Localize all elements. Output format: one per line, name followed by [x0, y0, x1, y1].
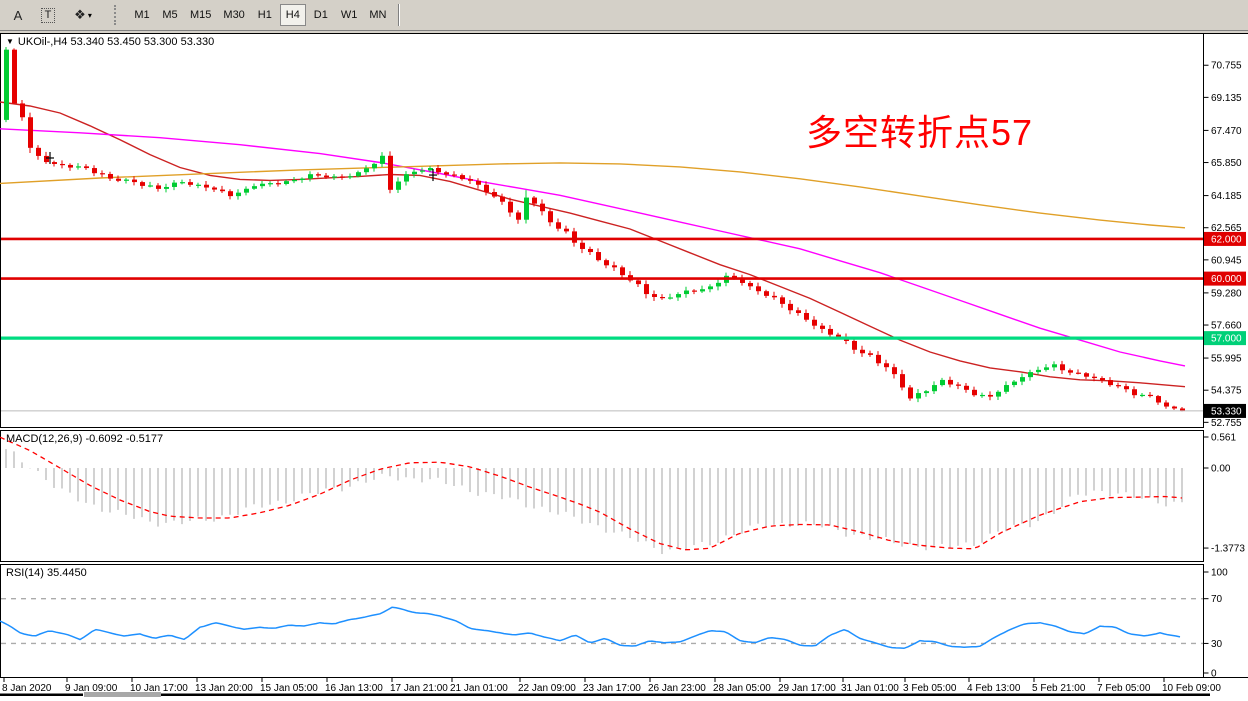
svg-text:57.000: 57.000: [1211, 334, 1242, 345]
annotation-text: 多空转折点57: [806, 112, 1034, 153]
timeframe-m30-button[interactable]: M30: [218, 4, 250, 26]
rsi-level-lines: [1, 597, 1203, 645]
svg-text:60.000: 60.000: [1211, 274, 1242, 285]
macd-axis: 0.561 0.00 -1.3773: [1203, 433, 1245, 555]
macd-indicator-label: MACD(12,26,9) -0.6092 -0.5177: [6, 433, 164, 445]
doji-cross-markers: [46, 151, 437, 182]
svg-text:59.280: 59.280: [1211, 288, 1242, 299]
text-label-tool-button[interactable]: T: [36, 4, 60, 26]
font-tool-button[interactable]: A: [6, 4, 30, 26]
ma-fast-red: [0, 101, 1186, 388]
macd-signal-line: [0, 436, 1183, 551]
timeframe-w1-button[interactable]: W1: [335, 4, 363, 26]
collapse-arrow-icon[interactable]: ▼: [6, 37, 14, 46]
svg-text:69.135: 69.135: [1211, 93, 1242, 104]
candlesticks: [4, 46, 1185, 412]
toolbar-separator: [398, 4, 401, 26]
timeframe-m15-button[interactable]: M15: [185, 4, 217, 26]
svg-text:-1.3773: -1.3773: [1211, 544, 1245, 555]
dropdown-caret-icon: ▾: [87, 10, 92, 20]
timeframe-mn-button[interactable]: MN: [364, 4, 392, 26]
svg-text:64.185: 64.185: [1211, 191, 1242, 202]
svg-text:17 Jan 21:00: 17 Jan 21:00: [390, 683, 448, 694]
svg-text:53.330: 53.330: [1211, 406, 1242, 417]
shapes-tool-button[interactable]: ❖ ▾: [66, 4, 100, 26]
svg-text:22 Jan 09:00: 22 Jan 09:00: [518, 683, 576, 694]
svg-text:28 Jan 05:00: 28 Jan 05:00: [713, 683, 771, 694]
rsi-indicator-label: RSI(14) 35.4450: [6, 567, 87, 579]
macd-pane: [0, 430, 1204, 562]
time-axis[interactable]: 8 Jan 2020 9 Jan 09:00 10 Jan 17:00 13 Jan …: [2, 678, 1221, 694]
svg-text:26 Jan 23:00: 26 Jan 23:00: [648, 683, 706, 694]
rsi-axis: 100 70 30 0: [1203, 568, 1228, 680]
price-level-lines[interactable]: [1, 237, 1203, 412]
svg-text:7 Feb 05:00: 7 Feb 05:00: [1097, 683, 1151, 694]
svg-text:29 Jan 17:00: 29 Jan 17:00: [778, 683, 836, 694]
chart-title[interactable]: ▼ UKOil-,H4 53.340 53.450 53.300 53.330: [6, 36, 214, 48]
svg-text:3 Feb 05:00: 3 Feb 05:00: [903, 683, 957, 694]
timeframe-m5-button[interactable]: M5: [157, 4, 183, 26]
timeframe-h4-button[interactable]: H4: [279, 4, 306, 26]
chart-title-text: UKOil-,H4 53.340 53.450 53.300 53.330: [17, 36, 215, 48]
svg-text:21 Jan 01:00: 21 Jan 01:00: [450, 683, 508, 694]
scrollbar-thumb[interactable]: [84, 692, 161, 697]
svg-text:5 Feb 21:00: 5 Feb 21:00: [1032, 683, 1086, 694]
ma-slow-orange: [0, 162, 1186, 229]
svg-text:16 Jan 13:00: 16 Jan 13:00: [325, 683, 383, 694]
svg-text:31 Jan 01:00: 31 Jan 01:00: [841, 683, 899, 694]
svg-text:67.470: 67.470: [1211, 126, 1242, 137]
toolbar: A T ❖ ▾ M1 M5 M15 M30 H1 H4 D1 W1 MN: [0, 0, 1248, 31]
rsi-pane: [0, 564, 1204, 678]
svg-text:13 Jan 20:00: 13 Jan 20:00: [195, 683, 253, 694]
text-label-icon: T: [40, 7, 56, 23]
timeframe-h1-button[interactable]: H1: [251, 4, 278, 26]
horizontal-scrollbar[interactable]: [0, 692, 1210, 697]
timeframe-m1-button[interactable]: M1: [129, 4, 155, 26]
svg-text:0.561: 0.561: [1211, 433, 1236, 444]
price-axis[interactable]: 70.755 69.135 67.470 65.850 64.185 62.565 60.9…: [1203, 61, 1247, 429]
svg-text:52.755: 52.755: [1211, 418, 1242, 429]
svg-text:54.375: 54.375: [1211, 386, 1242, 397]
svg-text:10 Jan 17:00: 10 Jan 17:00: [130, 683, 188, 694]
svg-text:70.755: 70.755: [1211, 61, 1242, 72]
price-pane: [0, 33, 1204, 428]
svg-text:60.945: 60.945: [1211, 255, 1242, 266]
rsi-line: [0, 606, 1181, 650]
svg-text:62.000: 62.000: [1211, 234, 1242, 245]
svg-text:30: 30: [1211, 639, 1223, 650]
svg-text:100: 100: [1211, 568, 1228, 579]
svg-text:4 Feb 13:00: 4 Feb 13:00: [967, 683, 1021, 694]
svg-text:9 Jan 09:00: 9 Jan 09:00: [65, 683, 118, 694]
svg-text:10 Feb 09:00: 10 Feb 09:00: [1162, 683, 1221, 694]
svg-text:55.995: 55.995: [1211, 354, 1242, 365]
svg-text:15 Jan 05:00: 15 Jan 05:00: [260, 683, 318, 694]
macd-histogram: [5, 449, 1183, 555]
svg-text:70: 70: [1211, 594, 1223, 605]
shapes-icon: ❖: [74, 7, 86, 22]
svg-text:57.660: 57.660: [1211, 321, 1242, 332]
svg-text:8 Jan 2020: 8 Jan 2020: [2, 683, 52, 694]
svg-text:62.565: 62.565: [1211, 223, 1242, 234]
toolbar-grip-handle[interactable]: [114, 5, 120, 25]
ma-mid-magenta: [0, 128, 1186, 367]
svg-text:0.00: 0.00: [1211, 464, 1231, 475]
svg-text:65.850: 65.850: [1211, 158, 1242, 169]
svg-text:23 Jan 17:00: 23 Jan 17:00: [583, 683, 641, 694]
timeframe-d1-button[interactable]: D1: [307, 4, 334, 26]
svg-text:0: 0: [1211, 669, 1217, 680]
